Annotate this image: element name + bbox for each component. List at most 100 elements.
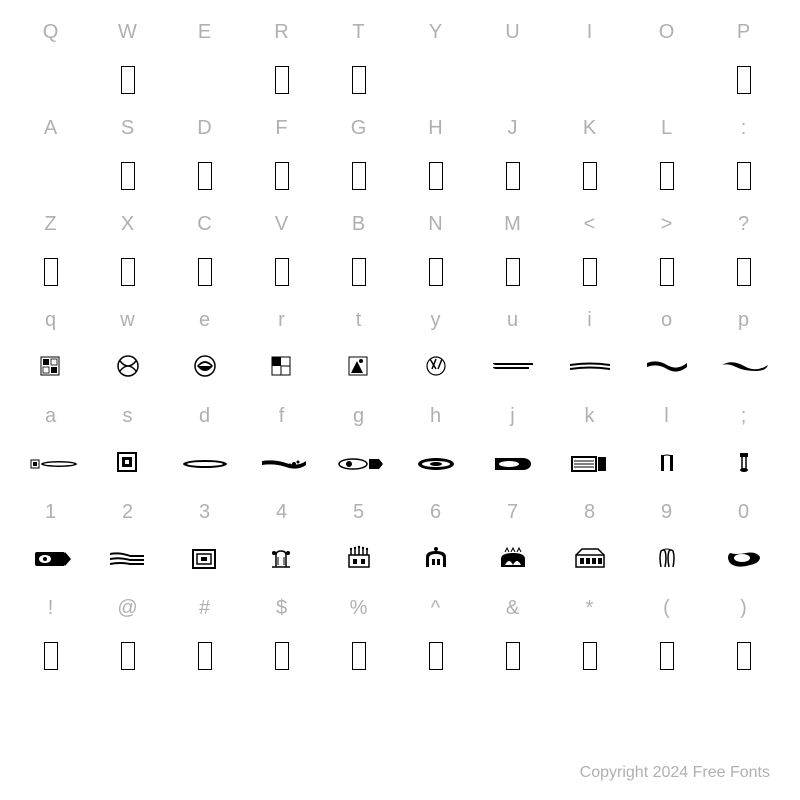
key-label-cell: N (397, 200, 474, 248)
key-label-cell: i (551, 296, 628, 344)
g-5 (330, 543, 388, 578)
key-label: H (428, 117, 442, 140)
glyph-cell (705, 440, 782, 488)
notdef-glyph (275, 642, 289, 670)
g-h (407, 447, 465, 482)
glyph-cell (474, 56, 551, 104)
key-label-cell: C (166, 200, 243, 248)
g-0 (715, 543, 773, 578)
glyph-cell (551, 632, 628, 680)
key-label: ; (741, 405, 747, 428)
key-label: G (351, 117, 367, 140)
key-label: L (661, 117, 672, 140)
key-label: w (120, 309, 134, 332)
key-label-cell: F (243, 104, 320, 152)
glyph-cell (243, 248, 320, 296)
key-label-cell: G (320, 104, 397, 152)
key-label-cell: 5 (320, 488, 397, 536)
key-label: f (279, 405, 285, 428)
key-label: ? (738, 213, 749, 236)
notdef-glyph (429, 642, 443, 670)
notdef-glyph (429, 258, 443, 286)
key-label: u (507, 309, 518, 332)
glyph-cell (320, 536, 397, 584)
key-label: < (584, 213, 596, 236)
g-6 (407, 543, 465, 578)
g-4 (253, 543, 311, 578)
notdef-glyph (44, 642, 58, 670)
key-label: h (430, 405, 441, 428)
glyph-cell (397, 632, 474, 680)
key-label-cell: j (474, 392, 551, 440)
glyph-cell (243, 344, 320, 392)
glyph-cell (12, 344, 89, 392)
key-label: > (661, 213, 673, 236)
glyph-cell (166, 152, 243, 200)
key-label-cell: p (705, 296, 782, 344)
glyph-cell (320, 152, 397, 200)
key-label: B (352, 213, 365, 236)
key-label-cell: l (628, 392, 705, 440)
key-label-cell: R (243, 8, 320, 56)
key-label-cell: 9 (628, 488, 705, 536)
notdef-glyph (660, 162, 674, 190)
g-9 (638, 543, 696, 578)
key-label-cell: X (89, 200, 166, 248)
glyph-cell (397, 536, 474, 584)
key-label-cell: q (12, 296, 89, 344)
key-label: T (352, 21, 364, 44)
glyph-cell (243, 440, 320, 488)
notdef-glyph (121, 66, 135, 94)
key-label: $ (276, 597, 287, 620)
key-label: q (45, 309, 56, 332)
key-label: 5 (353, 501, 364, 524)
notdef-glyph (198, 642, 212, 670)
glyph-cell (320, 248, 397, 296)
key-label-cell: S (89, 104, 166, 152)
glyph-cell (397, 248, 474, 296)
copyright-text: Copyright 2024 Free Fonts (580, 764, 770, 782)
glyph-cell (397, 344, 474, 392)
glyph-cell (243, 536, 320, 584)
notdef-glyph (583, 258, 597, 286)
key-label-cell: 7 (474, 488, 551, 536)
g-i (561, 351, 619, 386)
key-label-cell: 4 (243, 488, 320, 536)
key-label: i (587, 309, 591, 332)
glyph-cell (705, 344, 782, 392)
notdef-glyph (275, 162, 289, 190)
glyph-cell (474, 536, 551, 584)
key-label: P (737, 21, 750, 44)
key-label-cell: @ (89, 584, 166, 632)
key-label: 8 (584, 501, 595, 524)
g-o (638, 351, 696, 386)
key-label: Y (429, 21, 442, 44)
glyph-cell (397, 152, 474, 200)
key-label-cell: h (397, 392, 474, 440)
key-label-cell: # (166, 584, 243, 632)
g-7 (484, 543, 542, 578)
key-label: Z (44, 213, 56, 236)
key-label: t (356, 309, 362, 332)
key-label: : (741, 117, 747, 140)
key-label-cell: y (397, 296, 474, 344)
character-map-grid: QWERTYUIOPASDFGHJKL:ZXCVBNM<>?qwertyuiop… (12, 0, 782, 728)
key-label: ) (740, 597, 747, 620)
key-label: y (431, 309, 441, 332)
glyph-cell (551, 56, 628, 104)
key-label: R (274, 21, 288, 44)
key-label: Q (43, 21, 59, 44)
g-8 (561, 543, 619, 578)
key-label: # (199, 597, 210, 620)
key-label: ( (663, 597, 670, 620)
key-label-cell: o (628, 296, 705, 344)
glyph-cell (320, 632, 397, 680)
key-label-cell: k (551, 392, 628, 440)
key-label: l (664, 405, 668, 428)
glyph-cell (628, 56, 705, 104)
glyph-cell (551, 440, 628, 488)
key-label: N (428, 213, 442, 236)
glyph-cell (243, 632, 320, 680)
key-label: 0 (738, 501, 749, 524)
key-label-cell: Q (12, 8, 89, 56)
